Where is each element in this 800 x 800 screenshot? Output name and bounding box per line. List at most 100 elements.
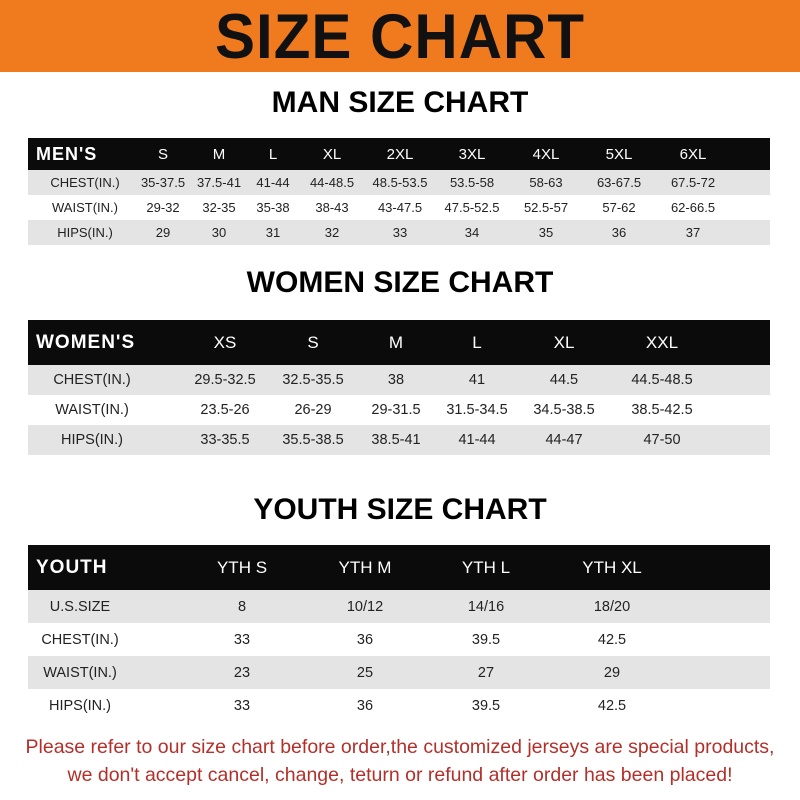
table-row: CHEST(IN.) 33 36 39.5 42.5	[28, 623, 770, 656]
size-header-cell: XL	[553, 332, 575, 352]
table-cell: 10/12	[346, 598, 384, 615]
table-cell: 41	[468, 372, 486, 388]
table-cell: 39.5	[471, 631, 501, 648]
measurement-label: CHEST(IN.)	[50, 175, 120, 190]
order-notice-line-2: we don't accept cancel, change, teturn o…	[67, 764, 733, 786]
table-row: HIPS(IN.) 33-35.5 35.5-38.5 38.5-41 41-44 44-…	[28, 425, 770, 455]
table-cell: 58-63	[529, 175, 563, 190]
youth-size-table: YOUTH YTH S YTH M YTH L YTH XL U.S.SIZE 8 10/12…	[28, 545, 770, 722]
table-cell: 62-66.5	[670, 200, 716, 215]
table-cell: 47.5-52.5	[444, 200, 500, 215]
size-header-cell: 3XL	[458, 145, 486, 163]
table-row: CHEST(IN.) 35-37.5 37.5-41 41-44 44-48.5 48.5…	[28, 170, 770, 195]
table-cell: 29	[155, 225, 171, 240]
table-cell: 32-35	[202, 200, 236, 215]
youth-header-row: YOUTH YTH S YTH M YTH L YTH XL	[28, 545, 770, 590]
table-cell: 33	[233, 697, 251, 714]
table-cell: 52.5-57	[523, 200, 569, 215]
size-header-cell: YTH S	[216, 557, 268, 577]
table-row: WAIST(IN.) 23 25 27 29	[28, 656, 770, 689]
size-header-cell: M	[212, 145, 226, 163]
table-title-cell: MEN'S	[36, 143, 98, 164]
table-cell: 44.5	[549, 372, 579, 388]
size-header-cell: 4XL	[532, 145, 560, 163]
size-header-cell: S	[307, 332, 319, 352]
order-notice-line-1: Please refer to our size chart before or…	[25, 736, 775, 758]
size-header-cell: S	[157, 145, 169, 163]
table-cell: 18/20	[593, 598, 631, 615]
banner-title: SIZE CHART	[215, 1, 585, 72]
size-header-cell: XS	[213, 332, 237, 352]
table-cell: 44.5-48.5	[631, 372, 693, 388]
table-cell: 35-37.5	[140, 175, 186, 190]
table-row: U.S.SIZE 8 10/12 14/16 18/20	[28, 590, 770, 623]
table-cell: 36	[356, 697, 374, 714]
table-cell: 32.5-35.5	[282, 372, 344, 388]
table-title-cell: YOUTH	[36, 556, 108, 578]
table-cell: 27	[477, 664, 495, 681]
table-cell: 41-44	[458, 432, 496, 448]
table-cell: 8	[237, 598, 247, 615]
order-notice: Please refer to our size chart before or…	[0, 733, 800, 789]
measurement-label: HIPS(IN.)	[60, 432, 124, 448]
table-cell: 33-35.5	[200, 432, 250, 448]
table-cell: 57-62	[602, 200, 636, 215]
table-cell: 23	[233, 664, 251, 681]
table-cell: 44-47	[545, 432, 583, 448]
table-cell: 39.5	[471, 697, 501, 714]
table-cell: 31	[265, 225, 281, 240]
table-cell: 26-29	[294, 402, 332, 418]
table-cell: 29-32	[146, 200, 180, 215]
measurement-label: WAIST(IN.)	[55, 402, 129, 418]
measurement-label: WAIST(IN.)	[43, 664, 117, 681]
table-cell: 37	[685, 225, 701, 240]
table-cell: 25	[356, 664, 374, 681]
men-size-table: MEN'S S M L XL 2XL 3XL 4XL 5XL 6XL CHEST(IN.) 35-37…	[28, 138, 770, 245]
table-cell: 67.5-72	[670, 175, 716, 190]
table-row: HIPS(IN.) 33 36 39.5 42.5	[28, 689, 770, 722]
measurement-label: HIPS(IN.)	[57, 225, 113, 240]
table-cell: 34	[464, 225, 480, 240]
table-cell: 38-43	[315, 200, 349, 215]
table-cell: 30	[211, 225, 227, 240]
size-header-cell: YTH M	[338, 557, 392, 577]
table-cell: 23.5-26	[200, 402, 250, 418]
youth-chart-title: YOUTH SIZE CHART	[253, 493, 547, 526]
table-cell: 63-67.5	[596, 175, 642, 190]
table-cell: 36	[611, 225, 627, 240]
table-cell: 38	[387, 372, 405, 388]
measurement-label: CHEST(IN.)	[41, 631, 119, 648]
table-row: WAIST(IN.) 23.5-26 26-29 29-31.5 31.5-34.5 34…	[28, 395, 770, 425]
banner: SIZE CHART	[0, 0, 800, 72]
table-cell: 44-48.5	[309, 175, 355, 190]
measurement-label: CHEST(IN.)	[53, 372, 131, 388]
table-cell: 38.5-42.5	[631, 402, 693, 418]
table-cell: 33	[233, 631, 251, 648]
size-header-cell: 2XL	[386, 145, 414, 163]
table-cell: 42.5	[597, 631, 627, 648]
size-header-cell: L	[268, 145, 278, 163]
women-header-row: WOMEN'S XS S M L XL XXL	[28, 320, 770, 365]
table-cell: 32	[324, 225, 340, 240]
size-header-cell: YTH XL	[582, 557, 642, 577]
table-cell: 35-38	[256, 200, 290, 215]
size-header-cell: XXL	[645, 332, 679, 352]
table-cell: 36	[356, 631, 374, 648]
size-header-cell: L	[472, 332, 482, 352]
table-row: CHEST(IN.) 29.5-32.5 32.5-35.5 38 41 44.5 44.5…	[28, 365, 770, 395]
table-cell: 29	[603, 664, 621, 681]
table-cell: 35.5-38.5	[282, 432, 344, 448]
table-cell: 31.5-34.5	[446, 402, 508, 418]
women-size-table: WOMEN'S XS S M L XL XXL CHEST(IN.) 29.5-32.5 32.5…	[28, 320, 770, 455]
table-cell: 29.5-32.5	[194, 372, 256, 388]
table-title-cell: WOMEN'S	[36, 331, 136, 353]
table-cell: 29-31.5	[371, 402, 421, 418]
size-header-cell: XL	[322, 145, 342, 163]
table-cell: 34.5-38.5	[533, 402, 595, 418]
men-chart-title: MAN SIZE CHART	[271, 86, 529, 119]
measurement-label: WAIST(IN.)	[52, 200, 118, 215]
table-cell: 42.5	[597, 697, 627, 714]
measurement-label: U.S.SIZE	[49, 598, 111, 615]
size-header-cell: M	[388, 332, 404, 352]
table-cell: 14/16	[467, 598, 505, 615]
